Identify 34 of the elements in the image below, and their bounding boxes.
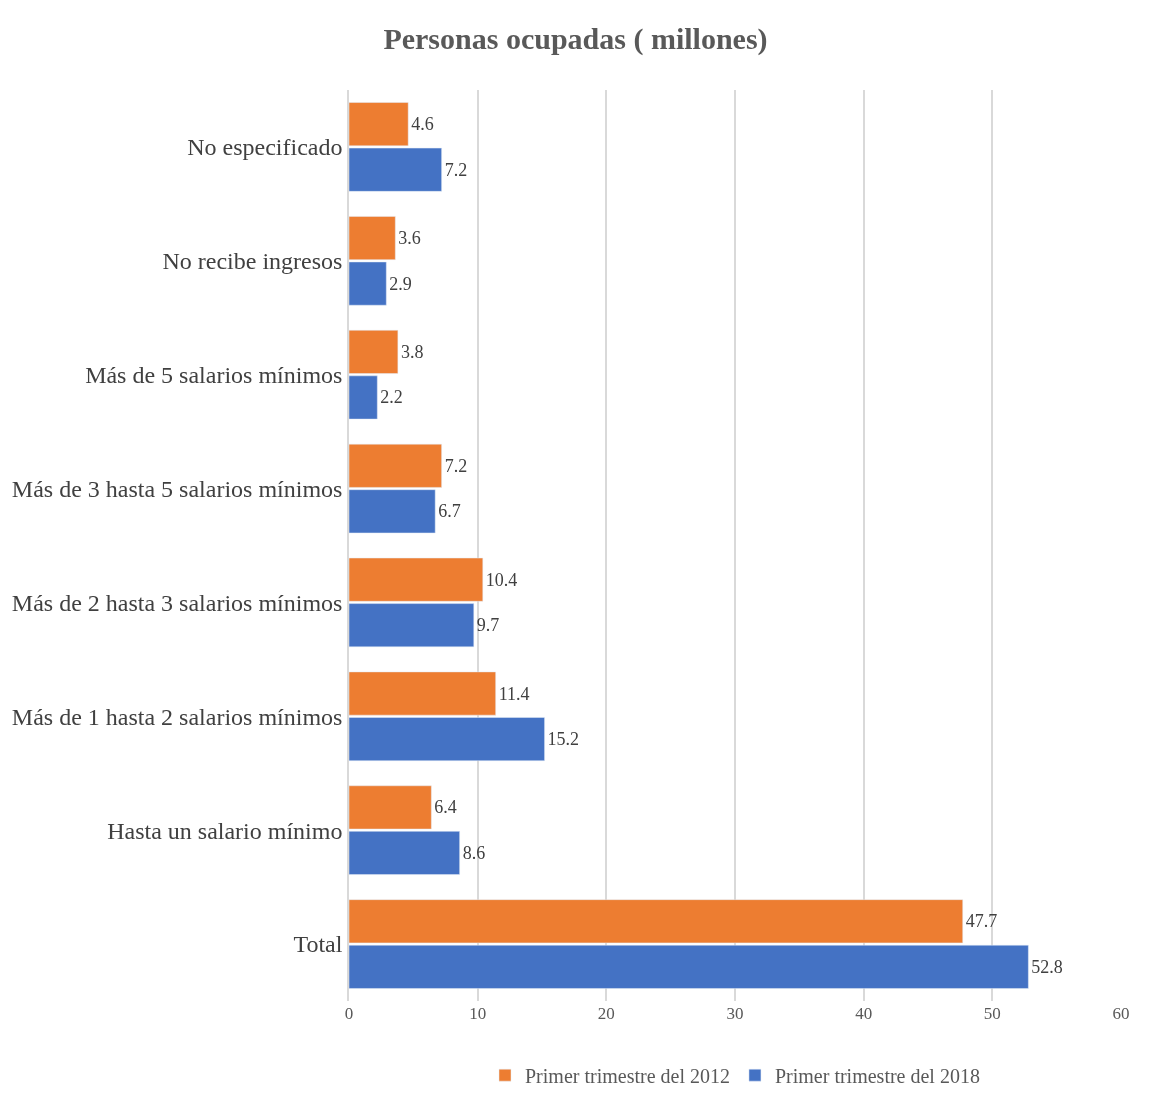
y-tick-label: No recibe ingresos <box>162 248 343 275</box>
y-tick-label: Más de 5 salarios mínimos <box>85 362 343 389</box>
y-tick-label: Total <box>293 931 343 958</box>
x-tick-label: 20 <box>597 1004 615 1023</box>
data-label: 9.7 <box>476 615 500 636</box>
data-label: 52.8 <box>1031 956 1063 977</box>
x-tick-label: 50 <box>983 1004 1001 1023</box>
y-tick-label: Más de 3 hasta 5 salarios mínimos <box>11 475 343 502</box>
y-tick-label: Más de 1 hasta 2 salarios mínimos <box>11 703 343 730</box>
legend-label: Primer trimestre del 2012 <box>525 1064 730 1087</box>
y-tick-label: No especificado <box>187 134 343 161</box>
data-label: 6.4 <box>434 797 457 818</box>
y-tick-label: Más de 2 hasta 3 salarios mínimos <box>11 589 343 616</box>
data-label: 6.7 <box>438 501 461 522</box>
x-tick-label: 0 <box>344 1004 354 1023</box>
x-tick-label: 10 <box>469 1004 487 1023</box>
data-label: 15.2 <box>547 729 580 750</box>
data-label: 4.6 <box>411 114 434 135</box>
x-tick-label: 30 <box>726 1004 744 1023</box>
data-label: 8.6 <box>462 842 486 863</box>
data-label: 11.4 <box>498 683 530 704</box>
data-label: 2.2 <box>380 387 403 408</box>
data-label: 2.9 <box>389 273 412 294</box>
legend-label: Primer trimestre del 2018 <box>774 1064 980 1087</box>
data-label: 7.2 <box>444 159 468 180</box>
data-label: 47.7 <box>965 911 998 932</box>
data-label: 3.8 <box>400 341 424 362</box>
y-tick-label: Hasta un salario mínimo <box>107 817 343 844</box>
x-tick-label: 40 <box>855 1004 873 1023</box>
data-label: 3.6 <box>398 228 421 249</box>
x-tick-label: 60 <box>1112 1004 1130 1023</box>
chart-title: Personas ocupadas ( millones) <box>383 21 768 56</box>
data-label: 10.4 <box>485 569 518 590</box>
data-label: 7.2 <box>444 455 468 476</box>
